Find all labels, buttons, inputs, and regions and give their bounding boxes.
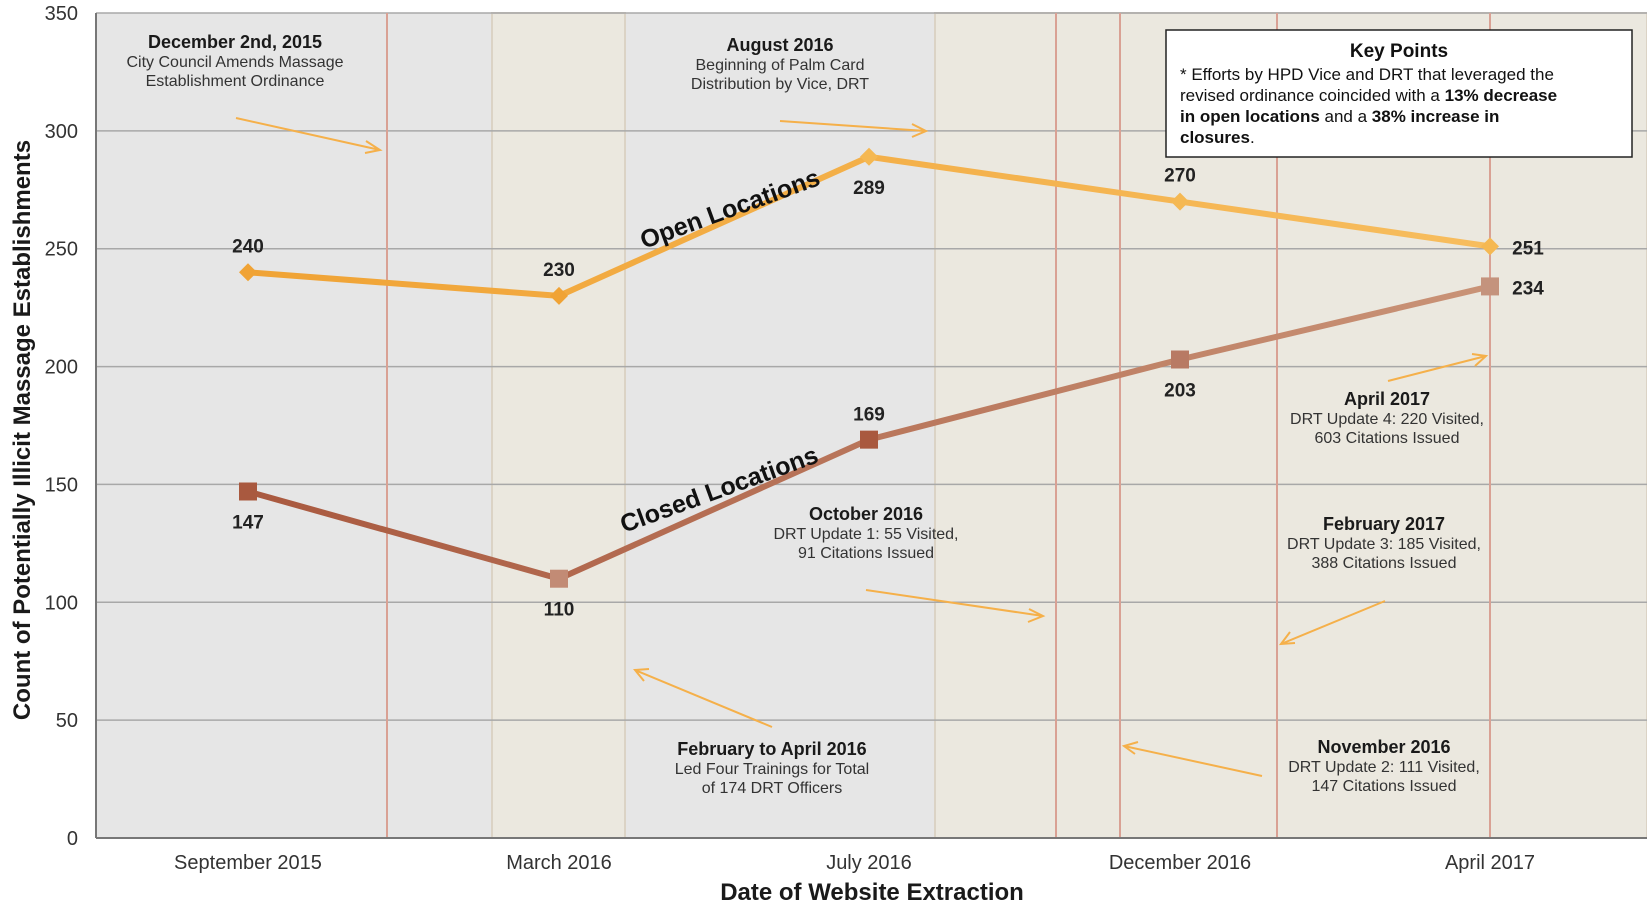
key-points-line-2: revised ordinance coincided with a 13% d… <box>1180 86 1557 105</box>
y-tick-label: 300 <box>45 121 78 143</box>
annotation-february-2017-title: February 2017 <box>1323 514 1445 534</box>
data-labels: 240 230 289 270 251 147 110 169 203 234 <box>232 166 1544 621</box>
annotation-november-2016-line-1: DRT Update 2: 111 Visited, <box>1288 759 1480 776</box>
open-locations-point <box>239 263 257 282</box>
closed-locations-markers <box>239 277 1499 588</box>
training-period-shade <box>491 12 626 839</box>
arrow-october-2016 <box>865 589 1046 623</box>
y-tick-label: 200 <box>45 357 78 379</box>
open-locations-point <box>860 147 878 166</box>
y-axis-title: Count of Potentially Illicit Massage Est… <box>9 140 36 720</box>
closed-locations-point <box>1481 277 1499 296</box>
annotation-february-2017-line-2: 388 Citations Issued <box>1312 555 1457 572</box>
annotation-palm-card: August 2016 Beginning of Palm Card Distr… <box>691 35 869 93</box>
annotation-palm-card-title: August 2016 <box>726 35 833 55</box>
key-points-title: Key Points <box>1350 41 1448 62</box>
data-label-open-locations: 240 <box>232 236 264 257</box>
arrow-training <box>633 668 773 728</box>
closed-locations-point <box>239 482 257 501</box>
annotation-training-title: February to April 2016 <box>677 739 866 759</box>
data-label-open-locations: 251 <box>1512 238 1544 259</box>
data-label-open-locations: 230 <box>543 260 575 281</box>
data-label-closed-locations: 110 <box>544 600 575 621</box>
annotation-ordinance-line-2: Establishment Ordinance <box>146 73 325 90</box>
key-points-line-4: closures. <box>1180 128 1255 147</box>
annotation-november-2016-line-2: 147 Citations Issued <box>1312 778 1457 795</box>
annotation-palm-card-line-2: Distribution by Vice, DRT <box>691 76 869 93</box>
key-points-frame <box>1165 29 1633 158</box>
annotation-november-2016-title: November 2016 <box>1317 737 1450 757</box>
open-locations-markers <box>239 147 1499 305</box>
x-tick-label: September 2015 <box>174 852 322 874</box>
x-tick-label: April 2017 <box>1445 852 1535 874</box>
annotation-ordinance-line-1: City Council Amends Massage <box>127 54 344 71</box>
key-points-line-3-text: and a <box>1320 107 1372 126</box>
closed-locations-point <box>550 569 568 588</box>
arrow-february-2017 <box>1278 600 1386 646</box>
y-tick-label: 150 <box>45 474 78 496</box>
annotation-february-2017-line-1: DRT Update 3: 185 Visited, <box>1287 536 1481 553</box>
annotation-ordinance-title: December 2nd, 2015 <box>148 32 322 52</box>
key-points-line-1: * Efforts by HPD Vice and DRT that lever… <box>1180 65 1554 84</box>
annotation-october-2016-title: October 2016 <box>809 504 923 524</box>
key-points-decrease: 13% decrease <box>1445 86 1557 105</box>
annotation-april-2017-line-2: 603 Citations Issued <box>1315 430 1460 447</box>
annotation-ordinance: December 2nd, 2015 City Council Amends M… <box>127 32 344 90</box>
y-tick-label: 100 <box>45 592 78 614</box>
y-tick-label: 50 <box>56 710 78 732</box>
x-tick-label: July 2016 <box>826 852 912 874</box>
key-points-increase: 38% increase in <box>1372 107 1500 126</box>
y-tick-label: 0 <box>67 828 78 850</box>
annotation-october-2016-line-1: DRT Update 1: 55 Visited, <box>774 526 959 543</box>
x-tick-label: December 2016 <box>1109 852 1251 874</box>
key-points-line-3: in open locations and a 38% increase in <box>1180 107 1499 126</box>
annotation-arrows <box>235 117 1489 777</box>
data-label-closed-locations: 203 <box>1164 381 1196 402</box>
x-tick-labels: September 2015 March 2016 July 2016 Decembe… <box>174 852 1535 874</box>
key-points-period: . <box>1250 128 1255 147</box>
key-points-closures: closures <box>1180 128 1250 147</box>
key-points-line-2-text: revised ordinance coincided with a <box>1180 86 1445 105</box>
annotation-training: February to April 2016 Led Four Training… <box>675 739 869 797</box>
annotation-april-2017-title: April 2017 <box>1344 389 1430 409</box>
y-tick-labels: 0 50 100 150 200 250 300 350 <box>45 3 78 850</box>
open-locations-point <box>1171 192 1189 211</box>
data-label-closed-locations: 169 <box>853 405 885 426</box>
annotation-april-2017: April 2017 DRT Update 4: 220 Visited, 60… <box>1290 389 1484 447</box>
y-tick-label: 250 <box>45 239 78 261</box>
key-points-open-locations: in open locations <box>1180 107 1320 126</box>
annotation-october-2016: October 2016 DRT Update 1: 55 Visited, 9… <box>774 504 959 562</box>
data-label-open-locations: 289 <box>853 178 885 199</box>
annotation-training-line-1: Led Four Trainings for Total <box>675 761 869 778</box>
arrow-november-2016 <box>1121 741 1263 777</box>
arrow-ordinance <box>235 117 383 154</box>
key-points-box: Key Points * Efforts by HPD Vice and DRT… <box>1165 29 1633 158</box>
annotation-april-2017-line-1: DRT Update 4: 220 Visited, <box>1290 411 1484 428</box>
data-label-closed-locations: 147 <box>232 513 264 534</box>
closed-locations-point <box>1171 350 1189 369</box>
closed-locations-point <box>860 430 878 449</box>
arrow-april-2017 <box>1387 353 1489 382</box>
x-axis-title: Date of Website Extraction <box>720 879 1024 905</box>
annotation-february-2017: February 2017 DRT Update 3: 185 Visited,… <box>1287 514 1481 572</box>
open-locations-point <box>1481 237 1499 256</box>
y-tick-label: 350 <box>45 3 78 25</box>
data-label-closed-locations: 234 <box>1512 278 1544 299</box>
annotation-november-2016: November 2016 DRT Update 2: 111 Visited,… <box>1288 737 1480 795</box>
annotation-october-2016-line-2: 91 Citations Issued <box>798 545 934 562</box>
annotation-palm-card-line-1: Beginning of Palm Card <box>696 57 865 74</box>
annotation-training-line-2: of 174 DRT Officers <box>702 780 843 797</box>
data-label-open-locations: 270 <box>1164 166 1196 187</box>
open-locations-point <box>550 286 568 305</box>
x-tick-label: March 2016 <box>506 852 612 874</box>
arrow-palm-card <box>779 120 929 138</box>
